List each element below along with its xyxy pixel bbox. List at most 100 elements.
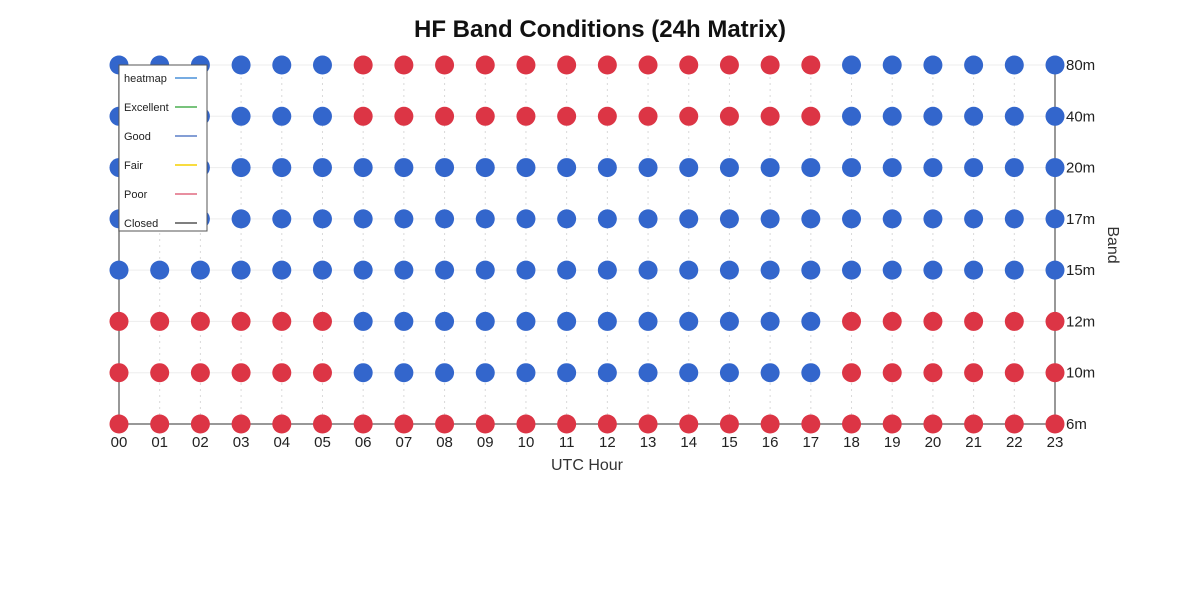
heatmap-cell: 20m 17 [801, 158, 821, 178]
heatmap-cell: 10m 05 [312, 363, 332, 383]
heatmap-cell: 17m 03 [231, 209, 251, 229]
heatmap-cell: 12m 18 [842, 311, 862, 331]
y-tick-labels: 80m 40m 20m 17m 15m 12m 10m 6m [1066, 57, 1095, 433]
heatmap-cell: 10m 13 [638, 363, 658, 383]
heatmap-cell: 15m 09 [475, 260, 495, 280]
x-tick-label: 21 [965, 434, 982, 451]
heatmap-cell: 17m 22 [1004, 209, 1024, 229]
heatmap-cell: 15m 17 [801, 260, 821, 280]
heatmap-cell: 40m 11 [557, 106, 577, 126]
heatmap-cell: 10m 02 [190, 363, 210, 383]
heatmap-cell: 20m 15 [719, 158, 739, 178]
heatmap-cell: 15m 16 [760, 260, 780, 280]
heatmap-cell: 12m 06 [353, 311, 373, 331]
x-tick-label: 10 [518, 434, 535, 451]
heatmap-cell: 40m 20 [923, 106, 943, 126]
heatmap-cell: 80m 07 [394, 55, 414, 75]
x-tick-label: 20 [925, 434, 942, 451]
heatmap-cell: 20m 16 [760, 158, 780, 178]
heatmap-cell: 15m 11 [557, 260, 577, 280]
heatmap-cell: 6m 21 [964, 414, 984, 434]
heatmap-cell: 17m 07 [394, 209, 414, 229]
heatmap-cell: 10m 00 [109, 363, 129, 383]
heatmap-cell: 12m 05 [312, 311, 332, 331]
x-tick-label: 17 [802, 434, 819, 451]
heatmap-cell: 15m 01 [150, 260, 170, 280]
heatmap-cell: 40m 07 [394, 106, 414, 126]
heatmap-cell: 15m 03 [231, 260, 251, 280]
heatmap-cell: 40m 08 [435, 106, 455, 126]
x-tick-label: 23 [1047, 434, 1064, 451]
heatmap-cell: 10m 10 [516, 363, 536, 383]
heatmap-cell: 40m 16 [760, 106, 780, 126]
y-tick-label: 6m [1066, 416, 1087, 433]
heatmap-cell: 20m 12 [597, 158, 617, 178]
heatmap-cell: 80m 22 [1004, 55, 1024, 75]
heatmap-cell: 12m 17 [801, 311, 821, 331]
heatmap-cell: 15m 18 [842, 260, 862, 280]
heatmap-cell: 17m 12 [597, 209, 617, 229]
heatmap-cell: 15m 04 [272, 260, 292, 280]
heatmap-cells: 80m 0080m 0180m 0280m 0380m 0480m 0580m … [109, 55, 1065, 434]
heatmap-cell: 12m 19 [882, 311, 902, 331]
heatmap-cell: 15m 19 [882, 260, 902, 280]
heatmap-cell: 20m 08 [435, 158, 455, 178]
heatmap-cell: 20m 18 [842, 158, 862, 178]
heatmap-cell: 40m 18 [842, 106, 862, 126]
heatmap-cell: 15m 08 [435, 260, 455, 280]
heatmap-cell: 17m 15 [719, 209, 739, 229]
y-tick-label: 12m [1066, 313, 1095, 330]
heatmap-cell: 40m 04 [272, 106, 292, 126]
x-tick-labels: 00 01 02 03 04 05 06 07 08 09 10 11 12 13 14 15 16 17 18 19… [111, 434, 1064, 451]
heatmap-cell: 10m 09 [475, 363, 495, 383]
heatmap-cell: 6m 20 [923, 414, 943, 434]
heatmap-cell: 80m 11 [557, 55, 577, 75]
heatmap-cell: 80m 17 [801, 55, 821, 75]
heatmap-cell: 40m 12 [597, 106, 617, 126]
x-tick-label: 01 [151, 434, 168, 451]
legend-entry-label: Excellent [124, 102, 169, 114]
heatmap-cell: 20m 07 [394, 158, 414, 178]
heatmap-cell: 10m 08 [435, 363, 455, 383]
heatmap-cell: 17m 19 [882, 209, 902, 229]
heatmap-cell: 80m 09 [475, 55, 495, 75]
heatmap-cell: 80m 13 [638, 55, 658, 75]
heatmap-cell: 17m 21 [964, 209, 984, 229]
heatmap-cell: 12m 00 [109, 311, 129, 331]
heatmap-cell: 80m 16 [760, 55, 780, 75]
heatmap-cell: 80m 06 [353, 55, 373, 75]
heatmap-cell: 10m 21 [964, 363, 984, 383]
heatmap-cell: 10m 15 [719, 363, 739, 383]
heatmap-cell: 17m 17 [801, 209, 821, 229]
heatmap-cell: 6m 07 [394, 414, 414, 434]
heatmap-cell: 6m 09 [475, 414, 495, 434]
x-tick-label: 04 [273, 434, 290, 451]
heatmap-cell: 12m 10 [516, 311, 536, 331]
heatmap-cell: 6m 14 [679, 414, 699, 434]
heatmap-cell: 20m 13 [638, 158, 658, 178]
heatmap-cell: 10m 03 [231, 363, 251, 383]
heatmap-cell: 17m 05 [312, 209, 332, 229]
heatmap-cell: 15m 02 [190, 260, 210, 280]
heatmap-cell: 17m 23 [1045, 209, 1065, 229]
heatmap-cell: 10m 14 [679, 363, 699, 383]
heatmap-cell: 6m 11 [557, 414, 577, 434]
heatmap-cell: 12m 08 [435, 311, 455, 331]
heatmap-cell: 80m 04 [272, 55, 292, 75]
legend-entry-label: Closed [124, 218, 158, 230]
heatmap-cell: 15m 21 [964, 260, 984, 280]
x-tick-label: 15 [721, 434, 738, 451]
heatmap-cell: 12m 02 [190, 311, 210, 331]
heatmap-cell: 40m 23 [1045, 106, 1065, 126]
x-tick-label: 08 [436, 434, 453, 451]
heatmap-cell: 80m 03 [231, 55, 251, 75]
x-tick-label: 03 [233, 434, 250, 451]
x-tick-label: 02 [192, 434, 209, 451]
heatmap-cell: 80m 08 [435, 55, 455, 75]
x-tick-label: 00 [111, 434, 128, 451]
legend: heatmap Excellent Good Fair Poor Closed [118, 64, 208, 232]
heatmap-cell: 6m 18 [842, 414, 862, 434]
axes [118, 65, 1056, 425]
heatmap-cell: 17m 11 [557, 209, 577, 229]
x-tick-label: 05 [314, 434, 331, 451]
